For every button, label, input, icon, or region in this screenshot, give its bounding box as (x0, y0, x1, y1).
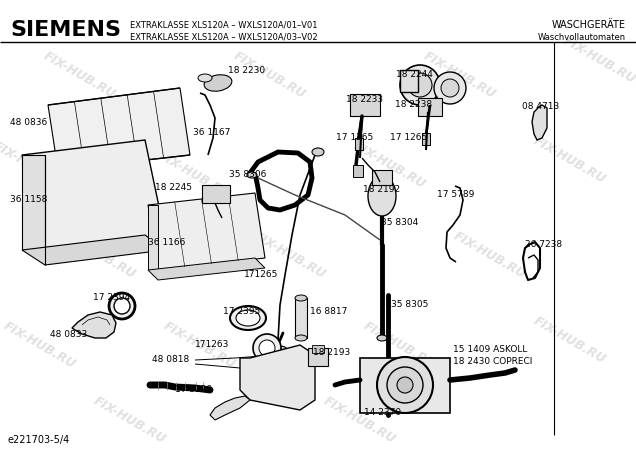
Text: e221703-5/4: e221703-5/4 (8, 435, 70, 445)
Text: 48 0836: 48 0836 (10, 118, 47, 127)
Bar (355, 138, 363, 150)
Ellipse shape (397, 377, 413, 393)
Text: 35 8306: 35 8306 (229, 170, 266, 179)
Text: 15 1409 ASKOLL: 15 1409 ASKOLL (453, 345, 527, 354)
Text: EXTRAKLASSE XLS120A – WXLS120A/03–V02: EXTRAKLASSE XLS120A – WXLS120A/03–V02 (130, 33, 317, 42)
Ellipse shape (204, 75, 232, 91)
Text: 36 1166: 36 1166 (148, 238, 185, 247)
Ellipse shape (400, 65, 440, 105)
Bar (353, 165, 363, 177)
Ellipse shape (312, 148, 324, 156)
Ellipse shape (236, 310, 260, 326)
Text: 48 0818: 48 0818 (152, 355, 190, 364)
Ellipse shape (109, 293, 135, 319)
Text: 171263: 171263 (195, 340, 230, 349)
Text: 18 2233: 18 2233 (346, 95, 383, 104)
Polygon shape (148, 205, 158, 270)
Text: FIX-HUB.RU: FIX-HUB.RU (452, 229, 529, 281)
Text: 14 2370: 14 2370 (364, 408, 401, 417)
Polygon shape (532, 105, 547, 140)
Text: FIX-HUB.RU: FIX-HUB.RU (62, 229, 139, 281)
Ellipse shape (259, 340, 275, 356)
Text: FIX-HUB.RU: FIX-HUB.RU (362, 319, 438, 371)
Bar (400, 70, 418, 92)
Text: 35 8304: 35 8304 (381, 218, 418, 227)
Text: 17 1265: 17 1265 (336, 133, 373, 142)
Text: 17 2395: 17 2395 (223, 307, 260, 316)
Bar (312, 345, 324, 353)
Polygon shape (148, 193, 265, 270)
Ellipse shape (441, 79, 459, 97)
Bar (308, 348, 328, 366)
Text: 18 2230: 18 2230 (228, 66, 265, 75)
Text: FIX-HUB.RU: FIX-HUB.RU (162, 319, 238, 371)
Polygon shape (210, 396, 250, 420)
Text: 18 2245: 18 2245 (155, 183, 192, 192)
Text: 26 7238: 26 7238 (525, 240, 562, 249)
Ellipse shape (114, 298, 130, 314)
Bar (422, 133, 430, 145)
Ellipse shape (247, 172, 257, 178)
Ellipse shape (253, 334, 281, 362)
Ellipse shape (295, 335, 307, 341)
Ellipse shape (377, 335, 387, 341)
Text: FIX-HUB.RU: FIX-HUB.RU (422, 49, 499, 101)
Polygon shape (22, 140, 165, 250)
Bar (418, 98, 442, 116)
Text: FIX-HUB.RU: FIX-HUB.RU (322, 394, 398, 446)
Text: 18 2430 COPRECI: 18 2430 COPRECI (453, 357, 532, 366)
Bar (350, 94, 380, 116)
Ellipse shape (368, 176, 396, 216)
Ellipse shape (230, 306, 266, 330)
Text: 36 1167: 36 1167 (193, 128, 230, 137)
Text: FIX-HUB.RU: FIX-HUB.RU (41, 49, 118, 101)
Ellipse shape (377, 357, 433, 413)
Text: FIX-HUB.RU: FIX-HUB.RU (252, 229, 328, 281)
Text: 17 5789: 17 5789 (437, 190, 474, 199)
Text: 18 2238: 18 2238 (395, 100, 432, 109)
Text: 18 2192: 18 2192 (363, 185, 400, 194)
Text: FIX-HUB.RU: FIX-HUB.RU (92, 394, 169, 446)
Text: 36 1158: 36 1158 (10, 195, 47, 204)
Ellipse shape (295, 295, 307, 301)
Text: 18 2244: 18 2244 (396, 70, 433, 79)
Text: FIX-HUB.RU: FIX-HUB.RU (156, 149, 233, 201)
Text: SIEMENS: SIEMENS (10, 20, 121, 40)
Ellipse shape (198, 74, 212, 82)
Text: 35 8305: 35 8305 (391, 300, 429, 309)
Text: WASCHGERÄTE: WASCHGERÄTE (552, 20, 626, 30)
Text: FIX-HUB.RU: FIX-HUB.RU (532, 314, 609, 366)
Bar (372, 170, 392, 185)
Bar (360, 358, 450, 413)
Text: FIX-HUB.RU: FIX-HUB.RU (562, 34, 636, 86)
Text: FIX-HUB.RU: FIX-HUB.RU (352, 139, 429, 191)
Ellipse shape (387, 367, 423, 403)
Ellipse shape (273, 346, 287, 354)
Polygon shape (22, 235, 165, 265)
Text: 17 2394: 17 2394 (93, 293, 130, 302)
Polygon shape (22, 155, 45, 250)
Ellipse shape (434, 72, 466, 104)
Text: Waschvollautomaten: Waschvollautomaten (538, 33, 626, 42)
Polygon shape (48, 88, 190, 170)
Text: 171265: 171265 (244, 270, 279, 279)
Ellipse shape (408, 73, 432, 97)
Polygon shape (72, 312, 116, 338)
Polygon shape (240, 345, 315, 410)
Text: 08 4713: 08 4713 (522, 102, 559, 111)
Text: FIX-HUB.RU: FIX-HUB.RU (532, 134, 609, 186)
Polygon shape (148, 258, 265, 280)
Bar (202, 185, 230, 203)
Text: FIX-HUB.RU: FIX-HUB.RU (232, 49, 308, 101)
Text: 18 2193: 18 2193 (313, 348, 350, 357)
Bar (295, 298, 307, 338)
Text: FIX-HUB.RU: FIX-HUB.RU (2, 319, 78, 371)
Text: 48 0833: 48 0833 (50, 330, 87, 339)
Text: FIX-HUB.RU: FIX-HUB.RU (0, 139, 69, 191)
Text: EXTRAKLASSE XLS120A – WXLS120A/01–V01: EXTRAKLASSE XLS120A – WXLS120A/01–V01 (130, 20, 317, 29)
Text: 17 1265: 17 1265 (390, 133, 427, 142)
Text: 17 3229: 17 3229 (175, 385, 212, 394)
Text: 16 8817: 16 8817 (310, 307, 347, 316)
